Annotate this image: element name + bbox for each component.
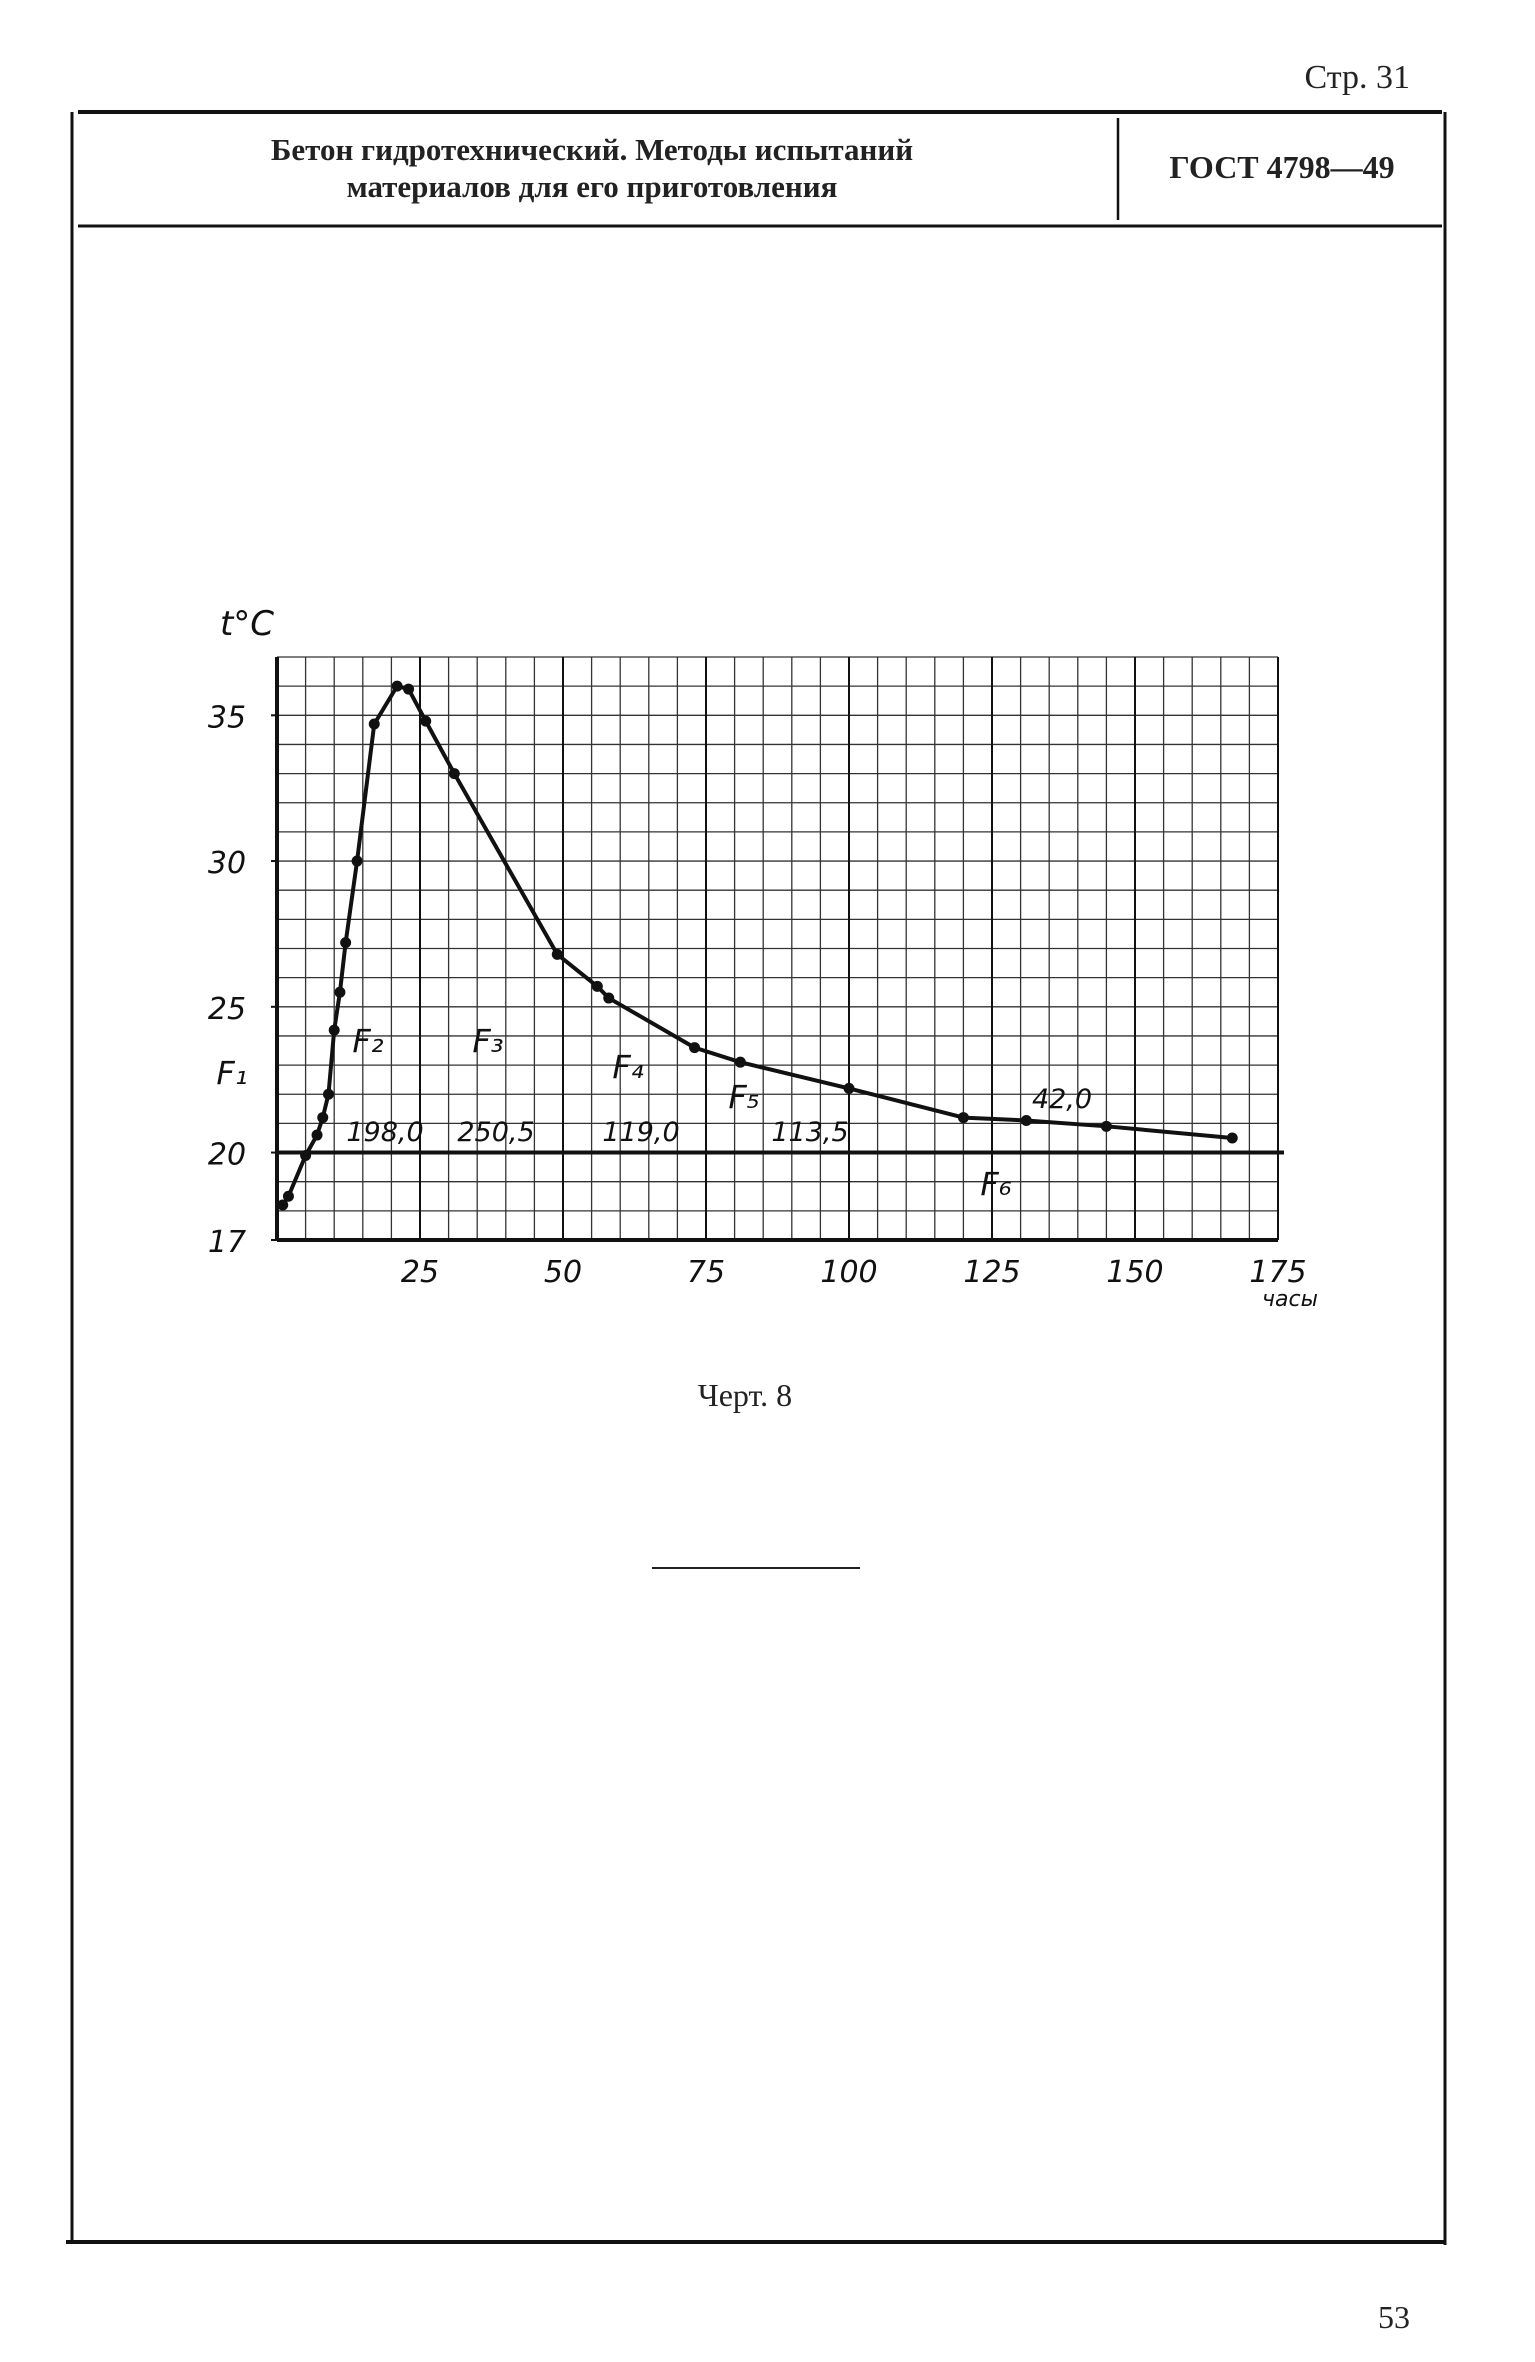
data-point [300,1149,312,1161]
data-point [340,937,352,949]
annotation: F₂ [352,1022,383,1060]
data-point [591,980,603,992]
data-point [603,992,615,1004]
data-point [843,1082,855,1094]
y-tick-label: 35 [208,700,246,735]
x-tick-label: 75 [687,1255,725,1290]
y-tick-label: 20 [208,1138,246,1173]
header-title: Бетон гидротехнический. Методы испытаний [271,132,913,167]
data-point [391,680,403,692]
data-point [282,1190,294,1202]
y-tick-label: 25 [208,992,246,1027]
x-tick-label: 25 [401,1255,439,1290]
x-tick-label: 150 [1106,1255,1163,1290]
data-point [957,1112,969,1124]
page-bottom: 53 [1378,2299,1410,2335]
data-point [551,948,563,960]
annotation: 42,0 [1032,1084,1092,1115]
data-point [322,1088,334,1100]
annotation: 250,5 [457,1117,534,1148]
data-point [420,715,432,727]
x-axis-label: часы [1262,1287,1318,1312]
annotation: F₃ [472,1022,503,1060]
data-point [334,986,346,998]
annotation: F₅ [728,1078,759,1116]
data-point [317,1112,329,1124]
data-point [689,1042,701,1054]
annotation: 198,0 [346,1117,423,1148]
data-point [328,1024,340,1036]
data-point [403,683,415,695]
data-point [448,768,460,780]
y-tick-label: 30 [208,846,246,881]
caption: Черт. 8 [698,1377,792,1413]
x-tick-label: 100 [820,1255,877,1290]
data-line [281,684,1233,1207]
data-point [1100,1120,1112,1132]
x-tick-label: 50 [544,1255,582,1290]
annotation: F₄ [612,1048,643,1086]
annotation: F₆ [980,1165,1011,1203]
page-top: Стр. 31 [1304,59,1410,96]
annotation: F₁ [216,1054,247,1092]
header-title: материалов для его приготовления [347,169,838,204]
header-code: ГОСТ 4798—49 [1169,149,1394,185]
data-point [368,718,380,730]
annotation: 113,5 [771,1117,848,1148]
data-point [1226,1132,1238,1144]
x-tick-label: 175 [1249,1255,1306,1290]
data-point [311,1129,323,1141]
data-point [351,855,363,867]
data-point [277,1199,289,1211]
data-point [1020,1114,1032,1126]
y-axis-label: t°C [220,604,274,644]
annotation: 119,0 [602,1117,679,1148]
data-point [734,1056,746,1068]
y-tick-label: 17 [208,1225,246,1260]
x-tick-label: 125 [963,1255,1020,1290]
